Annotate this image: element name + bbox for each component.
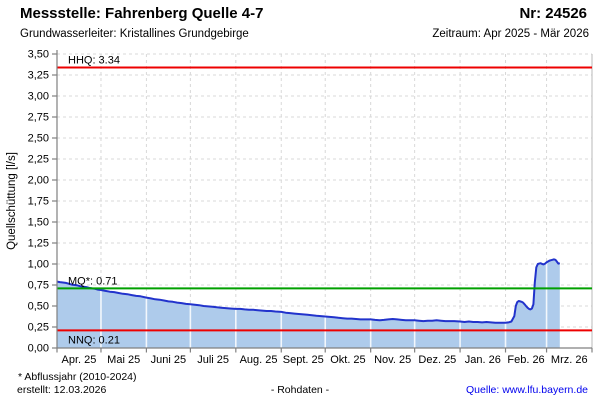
- data-type-label: - Rohdaten -: [270, 384, 330, 396]
- svg-text:1,00: 1,00: [28, 259, 49, 271]
- svg-text:2,00: 2,00: [28, 175, 49, 187]
- footnote-abflussjahr: * Abflussjahr (2010-2024): [18, 371, 137, 383]
- discharge-line: [56, 258, 561, 324]
- svg-text:0,75: 0,75: [28, 280, 49, 292]
- svg-text:0,00: 0,00: [28, 343, 49, 355]
- svg-text:Dez. 25: Dez. 25: [418, 354, 456, 366]
- v-gridlines: [100, 54, 548, 348]
- ref-label-hhq: HHQ: 3.34: [68, 54, 120, 66]
- svg-text:3,25: 3,25: [28, 70, 49, 82]
- svg-text:Okt. 25: Okt. 25: [330, 354, 365, 366]
- y-tick-labels: 0,00 0,25 0,50 0,75 1,00 1,25 1,50 1,75 2,00 2,25…: [28, 49, 57, 355]
- svg-text:0,25: 0,25: [28, 322, 49, 334]
- svg-text:Nov. 25: Nov. 25: [374, 354, 411, 366]
- x-tick-labels: Apr. 25 Mai 25 Juni 25 Juli 25 Aug. 25 Sept. …: [56, 348, 593, 366]
- y-axis-title: Quellschüttung [l/s]: [6, 152, 18, 250]
- svg-text:Mrz. 26: Mrz. 26: [551, 354, 588, 366]
- svg-text:Juni 25: Juni 25: [151, 354, 186, 366]
- svg-text:0,50: 0,50: [28, 301, 49, 313]
- svg-text:1,50: 1,50: [28, 217, 49, 229]
- page-title: Messstelle: Fahrenberg Quelle 4-7: [20, 5, 264, 22]
- svg-text:2,75: 2,75: [28, 112, 49, 124]
- svg-text:Aug. 25: Aug. 25: [240, 354, 278, 366]
- station-number: Nr: 24526: [519, 5, 587, 22]
- aquifer-subtitle: Grundwasserleiter: Kristallines Grundgeb…: [20, 28, 249, 40]
- svg-text:2,25: 2,25: [28, 154, 49, 166]
- svg-text:Mai 25: Mai 25: [107, 354, 140, 366]
- source-link: Quelle: www.lfu.bayern.de: [466, 384, 588, 396]
- svg-text:3,00: 3,00: [28, 91, 49, 103]
- svg-text:Sept. 25: Sept. 25: [283, 354, 324, 366]
- ref-label-mq: MQ*: 0.71: [68, 275, 118, 287]
- h-gridlines: [57, 53, 592, 328]
- created-date: erstellt: 12.03.2026: [17, 384, 107, 396]
- svg-text:2,50: 2,50: [28, 133, 49, 145]
- svg-text:3,50: 3,50: [28, 49, 49, 61]
- svg-text:Feb. 26: Feb. 26: [507, 354, 544, 366]
- svg-text:Apr. 25: Apr. 25: [62, 354, 97, 366]
- svg-text:Jan. 26: Jan. 26: [465, 354, 501, 366]
- period-subtitle: Zeitraum: Apr 2025 - Mär 2026: [432, 28, 589, 40]
- svg-text:1,25: 1,25: [28, 238, 49, 250]
- svg-text:Juli 25: Juli 25: [197, 354, 229, 366]
- area-fill: [57, 259, 560, 348]
- svg-text:1,75: 1,75: [28, 196, 49, 208]
- ref-label-nnq: NNQ: 0.21: [68, 334, 120, 346]
